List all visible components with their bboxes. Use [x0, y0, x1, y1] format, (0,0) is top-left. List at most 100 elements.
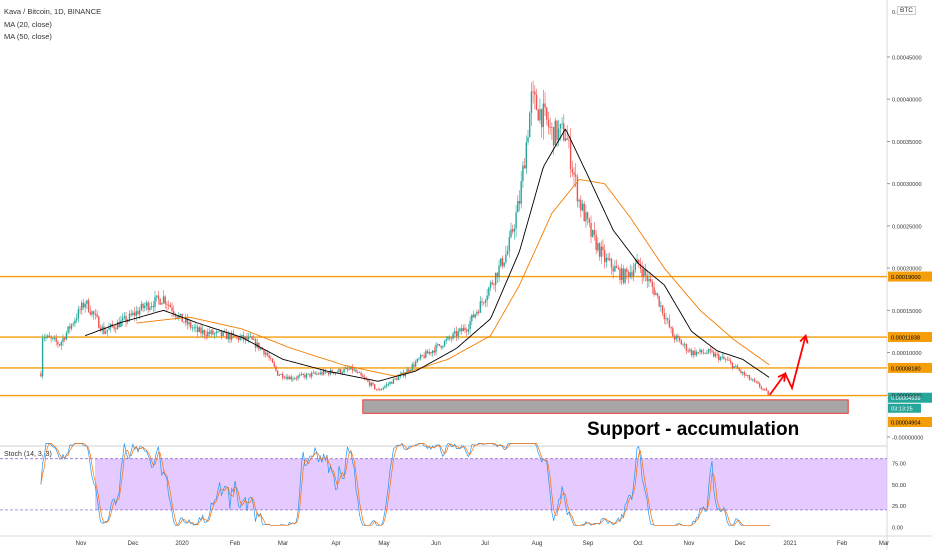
projection-arrowhead	[799, 333, 809, 344]
candle-body	[666, 318, 669, 320]
candle-body	[454, 331, 456, 334]
candle-body	[644, 268, 647, 276]
candle-body	[549, 126, 551, 128]
candle-body	[198, 327, 200, 332]
candle-body	[537, 109, 539, 121]
candle-body	[568, 139, 570, 141]
candle-body	[498, 265, 500, 278]
candle-body	[614, 266, 616, 272]
candle-body	[707, 349, 710, 354]
candle-body	[353, 369, 355, 371]
candle-body	[409, 369, 412, 372]
candle-body	[152, 306, 154, 308]
candle-body	[135, 311, 137, 316]
price-axis[interactable]: -0.00000000 0.00005000 0.00010000 0.0001500…	[887, 10, 923, 442]
candle-body	[612, 267, 614, 272]
candle-body	[115, 328, 117, 330]
candle-body	[619, 268, 621, 281]
candle-body	[597, 243, 599, 251]
candle-body	[299, 374, 301, 376]
currency-badge[interactable]: BTC	[897, 6, 916, 15]
candle-body	[166, 304, 168, 305]
candle-body	[687, 350, 689, 352]
candle-body	[573, 172, 575, 175]
candle-body	[120, 320, 122, 328]
time-axis[interactable]: Nov Dec 2020 Feb Mar Apr May Jun Jul Aug Sep Oct Nov…	[76, 541, 890, 547]
candle-body	[418, 358, 420, 360]
candle-body	[69, 326, 71, 329]
candle-body	[442, 346, 444, 348]
candle-body	[769, 394, 771, 396]
candle-body	[188, 322, 190, 325]
moving-averages	[85, 128, 770, 382]
projection-path	[769, 335, 807, 396]
last-price-label: 0.00004939	[891, 396, 921, 402]
time-tick-label: 2020	[175, 541, 189, 547]
candle-body	[471, 314, 473, 322]
candle-body	[173, 311, 175, 315]
time-tick-label: Mar	[879, 541, 889, 547]
candle-body	[133, 312, 136, 316]
candle-body	[685, 344, 688, 351]
last-price-tag	[888, 392, 932, 403]
candle-body	[259, 347, 262, 350]
candle-body	[753, 379, 756, 382]
candle-body	[535, 94, 538, 110]
candle-body	[45, 336, 47, 338]
candle-body	[154, 296, 156, 308]
candle-body	[743, 371, 746, 376]
projection-arrowhead	[777, 372, 787, 382]
candle-body	[706, 353, 708, 354]
candle-body	[595, 234, 597, 251]
candle-body	[554, 120, 556, 146]
candle-body	[505, 254, 507, 263]
candle-body	[571, 169, 574, 173]
candle-body	[368, 381, 371, 386]
candle-body	[443, 340, 446, 347]
candle-body	[239, 337, 241, 340]
candle-body	[106, 329, 109, 332]
candle-body	[639, 263, 642, 269]
stoch-pane[interactable]: 0.00 25.00 50.00 75.00	[0, 442, 906, 532]
candle-body	[448, 336, 451, 339]
candle-body	[261, 347, 264, 350]
candle-body	[128, 313, 131, 320]
candle-body	[529, 112, 531, 138]
projection-arrows[interactable]	[769, 333, 809, 396]
candle-body	[302, 373, 304, 375]
candle-body	[723, 356, 725, 359]
support-zone[interactable]	[362, 399, 849, 414]
candle-body	[762, 388, 764, 390]
candle-body	[370, 382, 373, 386]
candle-body	[312, 372, 315, 374]
time-tick-label: Nov	[684, 541, 695, 547]
candle-body	[237, 336, 240, 340]
candle-body	[711, 350, 713, 352]
candle-body	[164, 296, 166, 305]
candle-body	[712, 351, 715, 357]
candle-body	[765, 389, 768, 391]
candle-body	[626, 268, 628, 272]
candle-body	[682, 344, 684, 346]
candle-body	[229, 333, 231, 340]
candle-body	[387, 383, 390, 385]
candle-body	[649, 278, 652, 283]
horizontal-levels[interactable]: 0.00019000 0.00011838 0.00008180 0.00004904…	[0, 271, 932, 427]
candle-body	[205, 335, 207, 337]
candle-body	[721, 356, 723, 358]
candle-body	[200, 327, 202, 334]
candle-body	[539, 109, 541, 121]
candle-body	[653, 287, 655, 295]
candle-body	[542, 103, 545, 128]
candle-body	[280, 373, 282, 375]
candle-body	[416, 358, 419, 363]
candle-body	[724, 358, 727, 360]
candle-body	[430, 351, 432, 354]
candle-body	[317, 373, 320, 375]
candle-body	[557, 128, 560, 141]
candle-body	[246, 336, 248, 340]
candle-body	[610, 258, 613, 268]
candle-body	[52, 338, 54, 340]
candle-body	[196, 326, 199, 332]
